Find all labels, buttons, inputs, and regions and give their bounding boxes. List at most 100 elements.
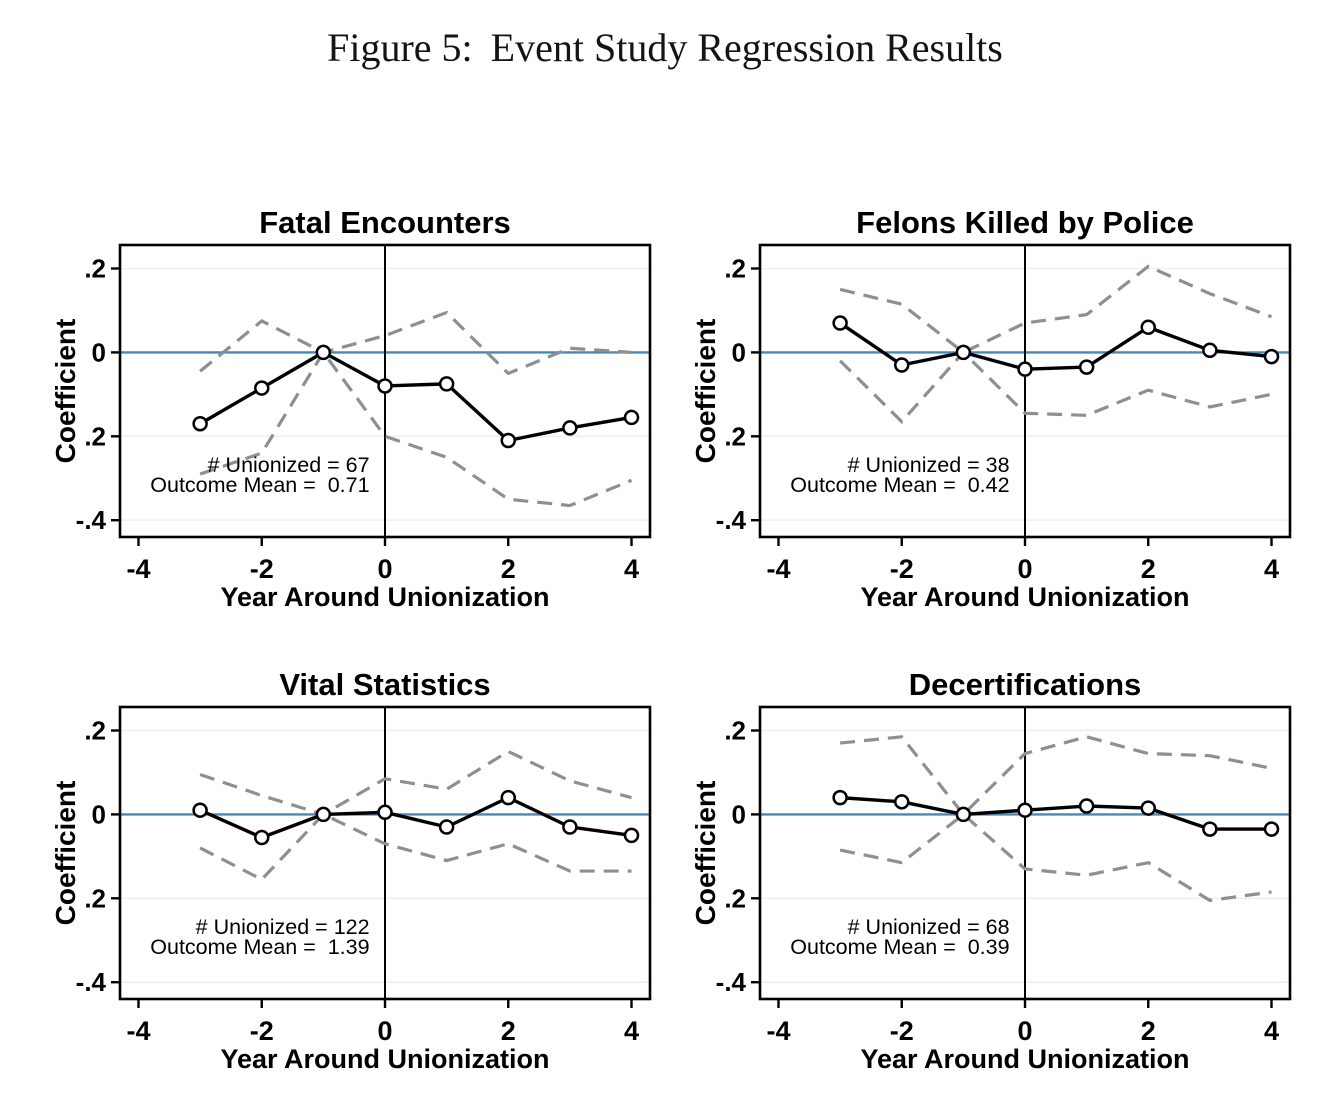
y-tick-label: .2 <box>724 421 746 451</box>
x-tick-label: -2 <box>890 554 914 584</box>
data-point-marker <box>377 378 393 394</box>
y-tick-label: .2 <box>84 421 106 451</box>
figure-title: Figure 5: Event Study Regression Results <box>0 24 1330 71</box>
coefficient-line <box>840 795 1272 831</box>
x-tick-label: -4 <box>766 554 790 584</box>
panel-vital-statistics-chart: .2 0 .2 -.4 -4 -2 0 2 4 Vital Statistics Year Arou… <box>50 667 652 1074</box>
y-tick-label: -.4 <box>76 505 107 535</box>
data-point-marker <box>500 789 517 806</box>
coefficient-line <box>199 350 632 443</box>
data-point-marker <box>562 420 578 436</box>
data-point-marker <box>893 357 910 373</box>
data-point-marker <box>1263 821 1280 837</box>
panel-fatal-encounters-chart: .2 0 .2 -.4 -4 -2 0 2 4 Fatal Encounters Year Arou… <box>50 205 652 612</box>
data-point-marker <box>1017 361 1033 377</box>
x-tick-label: 2 <box>1141 554 1156 584</box>
data-point-marker <box>1202 821 1218 837</box>
x-tick-label: 0 <box>377 554 392 584</box>
data-point-marker <box>192 802 208 818</box>
x-tick-label: 4 <box>1264 554 1279 584</box>
ci-upper-line <box>839 264 1273 355</box>
panel-felons-killed-chart: .2 0 .2 -.4 -4 -2 0 2 4 Felons Killed by Police Ye… <box>690 205 1292 612</box>
panel-title: Vital Statistics <box>279 667 490 702</box>
data-point-marker <box>893 794 910 810</box>
data-point-marker <box>1078 798 1095 814</box>
x-tick-label: 2 <box>501 1016 516 1046</box>
data-point-marker <box>438 376 455 392</box>
x-tick-label: -4 <box>766 1016 790 1046</box>
data-point-marker <box>315 344 332 361</box>
data-point-marker <box>500 432 517 449</box>
y-tick-label: .2 <box>84 715 106 745</box>
coefficient-line <box>199 795 632 840</box>
data-point-marker <box>1078 359 1095 375</box>
x-tick-label: 4 <box>1264 1016 1279 1046</box>
data-point-marker <box>1017 802 1033 818</box>
y-tick-label: 0 <box>92 337 106 367</box>
data-point-marker <box>955 806 972 823</box>
panel-title: Fatal Encounters <box>259 205 511 240</box>
y-tick-label: .2 <box>724 253 746 283</box>
ci-upper-line <box>199 310 632 376</box>
data-point-marker <box>832 789 848 806</box>
y-tick-label: .2 <box>84 883 106 913</box>
ci-lower-line <box>838 350 1272 424</box>
y-axis-title: Coefficient <box>50 319 81 464</box>
data-point-marker <box>253 380 270 396</box>
data-point-marker <box>377 804 393 821</box>
y-tick-label: 0 <box>732 799 746 829</box>
data-point-marker <box>1140 800 1157 816</box>
x-tick-label: -2 <box>890 1016 914 1046</box>
x-tick-label: -2 <box>250 1016 274 1046</box>
y-tick-label: .2 <box>84 253 106 283</box>
annotation-line-2: Outcome Mean = 0.42 <box>790 473 1009 497</box>
x-tick-label: 2 <box>1141 1016 1156 1046</box>
panel-decertifications-chart: .2 0 .2 -.4 -4 -2 0 2 4 Decertifications Year Arou… <box>690 667 1292 1074</box>
y-axis-title: Coefficient <box>690 319 721 464</box>
x-tick-label: 0 <box>1017 554 1032 584</box>
y-axis-title: Coefficient <box>690 781 721 926</box>
annotation-line-2: Outcome Mean = 0.71 <box>150 473 369 497</box>
ci-upper-line <box>839 735 1272 817</box>
panel-title: Decertifications <box>909 667 1142 702</box>
annotation-line-1: # Unionized = 67 <box>208 453 370 477</box>
y-tick-label: .2 <box>724 883 746 913</box>
x-tick-label: -2 <box>250 554 274 584</box>
data-point-marker <box>955 344 972 361</box>
ci-lower-line <box>839 812 1272 903</box>
data-point-marker <box>1140 319 1157 335</box>
y-axis-title: Coefficient <box>50 781 81 926</box>
x-tick-label: 0 <box>1017 1016 1032 1046</box>
annotation-line-2: Outcome Mean = 1.39 <box>150 935 369 959</box>
figure-label: Figure 5: <box>327 25 473 70</box>
x-axis-title: Year Around Unionization <box>860 582 1189 612</box>
data-point-marker <box>562 819 578 835</box>
figure-title-text: Event Study Regression Results <box>490 25 1003 70</box>
x-tick-label: 4 <box>624 554 639 584</box>
y-tick-label: -.4 <box>716 505 747 535</box>
ci-lower-line <box>199 812 632 882</box>
coefficient-line <box>839 321 1272 371</box>
annotation-line-2: Outcome Mean = 0.39 <box>790 935 1009 959</box>
y-tick-label: 0 <box>92 799 106 829</box>
x-axis-title: Year Around Unionization <box>220 582 549 612</box>
data-point-marker <box>192 415 208 432</box>
x-tick-label: 0 <box>377 1016 392 1046</box>
x-tick-label: -4 <box>126 1016 150 1046</box>
panel-title: Felons Killed by Police <box>856 205 1194 240</box>
x-tick-label: 2 <box>501 554 516 584</box>
y-tick-label: -.4 <box>716 967 747 997</box>
x-axis-title: Year Around Unionization <box>220 1044 549 1074</box>
x-tick-label: -4 <box>126 554 150 584</box>
y-tick-label: -.4 <box>76 967 107 997</box>
y-tick-label: .2 <box>724 715 746 745</box>
data-point-marker <box>1263 348 1280 365</box>
annotation-line-1: # Unionized = 122 <box>196 915 370 939</box>
data-point-marker <box>438 819 455 835</box>
ci-lower-line <box>199 349 633 508</box>
annotation-line-1: # Unionized = 68 <box>848 915 1010 939</box>
data-point-marker <box>1202 342 1218 359</box>
data-point-marker <box>253 829 270 846</box>
x-axis-title: Year Around Unionization <box>860 1044 1189 1074</box>
